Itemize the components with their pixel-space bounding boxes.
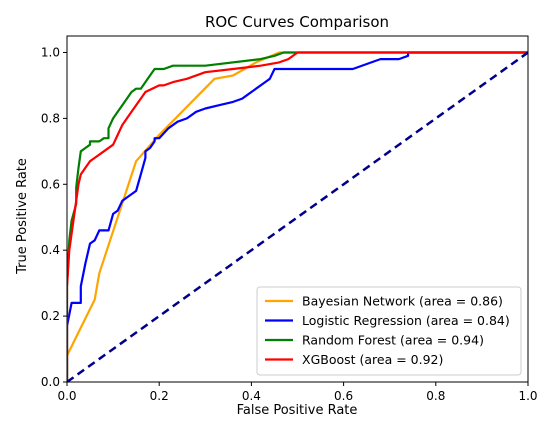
x-tick-label-5: 1.0 bbox=[518, 389, 537, 403]
y-tick-label-2: 0.4 bbox=[41, 243, 60, 257]
legend: Bayesian Network (area = 0.86) Logistic R… bbox=[256, 286, 522, 376]
chart-title: ROC Curves Comparison bbox=[205, 13, 389, 31]
x-tick-label-0: 0.0 bbox=[57, 389, 76, 403]
y-axis-label: True Positive Rate bbox=[15, 158, 30, 275]
y-tick-label-0: 0.0 bbox=[41, 375, 60, 389]
x-axis-label: False Positive Rate bbox=[237, 403, 358, 418]
series-line-2 bbox=[67, 51, 528, 382]
y-tick-label-4: 0.8 bbox=[41, 111, 60, 125]
plot-frame bbox=[66, 35, 529, 383]
series-line-1 bbox=[67, 51, 528, 382]
y-tick-label-3: 0.6 bbox=[41, 177, 60, 191]
legend-label-2: Random Forest (area = 0.94) bbox=[302, 333, 484, 348]
legend-label-3: XGBoost (area = 0.92) bbox=[302, 352, 443, 367]
x-tick-label-1: 0.2 bbox=[150, 389, 169, 403]
diagonal-reference-line bbox=[67, 51, 528, 382]
y-tick-label-5: 1.0 bbox=[41, 45, 60, 59]
y-tick-label-1: 0.2 bbox=[41, 309, 60, 323]
x-tick-label-2: 0.4 bbox=[242, 389, 261, 403]
series-line-3 bbox=[67, 51, 528, 382]
legend-box bbox=[256, 286, 522, 376]
series-lines bbox=[67, 51, 528, 382]
legend-label-0: Bayesian Network (area = 0.86) bbox=[302, 294, 503, 309]
x-tick-label-3: 0.6 bbox=[334, 389, 353, 403]
plot-area: 0.0 0.2 0.4 0.6 0.8 1.0 0.0 0.2 0.4 0.6 0.8 1.0 Baye… bbox=[41, 35, 538, 403]
legend-label-1: Logistic Regression (area = 0.84) bbox=[302, 313, 510, 328]
x-tick-label-4: 0.8 bbox=[426, 389, 445, 403]
